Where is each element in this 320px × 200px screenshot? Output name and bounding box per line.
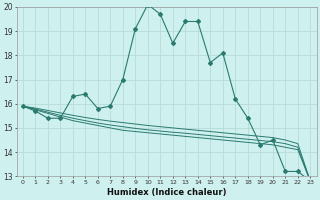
X-axis label: Humidex (Indice chaleur): Humidex (Indice chaleur) xyxy=(107,188,226,197)
